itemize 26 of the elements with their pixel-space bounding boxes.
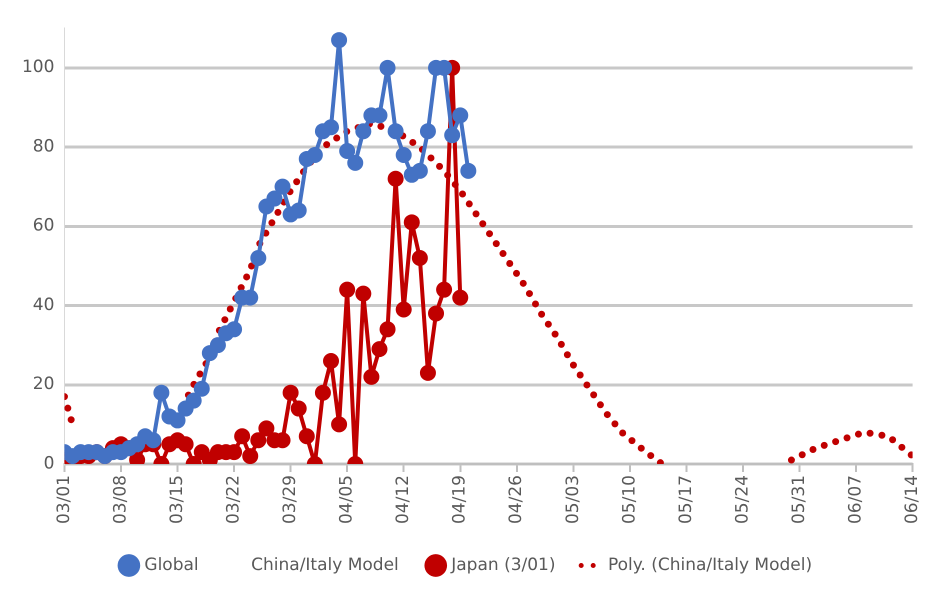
legend-label: Poly. (China/Italy Model) [608,554,812,575]
x-tick-label: 05/03 [562,475,583,524]
x-tick-label: 04/26 [506,475,526,524]
x-tick-label: 03/01 [54,475,74,524]
legend-label: Global [144,554,199,575]
y-tick-label: 80 [32,136,54,156]
legend-label: Japan (3/01) [450,554,556,575]
x-tick-label: 05/24 [732,475,752,524]
x-tick-label: 06/14 [902,475,922,524]
y-tick-label: 20 [32,374,54,394]
x-tick-label: 05/17 [676,475,696,524]
x-tick-label: 03/08 [110,475,130,524]
y-tick-label: 60 [32,216,54,236]
x-tick-label: 05/31 [788,475,809,524]
y-tick-label: 40 [32,294,54,315]
x-tick-label: 03/15 [166,475,187,524]
x-tick-label: 05/10 [619,475,640,524]
x-tick-label: 04/19 [450,475,470,524]
y-tick-label: 100 [22,57,54,78]
x-tick-label: 04/05 [336,475,357,524]
x-tick-label: 04/12 [393,475,414,524]
x-tick-label: 03/22 [224,475,244,524]
text: China/Italy Model [251,554,399,575]
x-tick-label: 03/29 [280,475,300,524]
x-tick-label: 06/07 [845,475,866,524]
y-tick-label: 0 [44,453,54,474]
